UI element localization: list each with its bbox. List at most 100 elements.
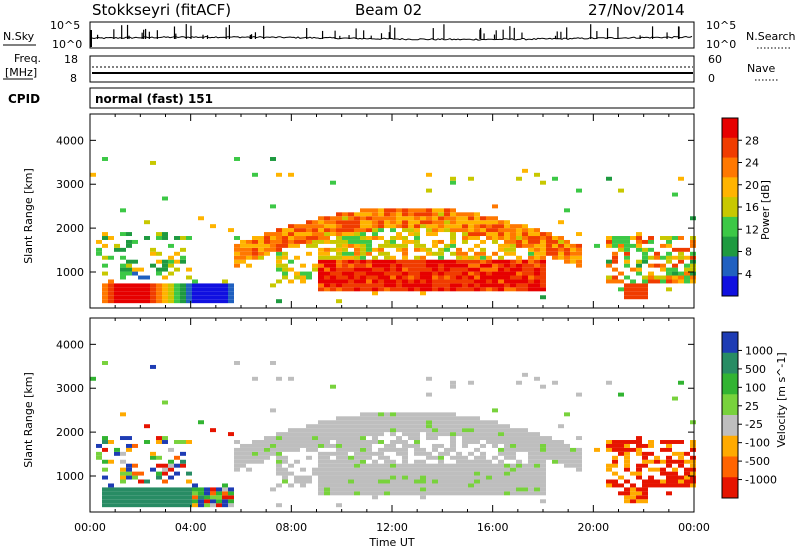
velocity-cell: [246, 443, 252, 448]
velocity-cell: [402, 424, 408, 429]
power-cell: [366, 239, 372, 244]
velocity-cell: [330, 463, 336, 468]
velocity-cell: [414, 487, 420, 492]
power-cell: [432, 220, 438, 225]
velocity-cell: [402, 475, 408, 480]
velocity-cell: [444, 471, 450, 476]
velocity-cell: [642, 495, 648, 500]
power-cell: [468, 255, 474, 260]
velocity-cell: [426, 491, 432, 496]
velocity-cell: [180, 487, 186, 492]
power-cell: [540, 263, 546, 268]
power-cell: [408, 216, 414, 221]
velocity-cell: [366, 491, 372, 496]
velocity-cell: [138, 491, 144, 496]
velocity-cell: [108, 440, 114, 444]
power-cell: [102, 283, 108, 288]
velocity-cell: [492, 475, 498, 480]
velocity-cell: [390, 487, 396, 492]
velocity-cell: [360, 491, 366, 496]
power-cell: [528, 259, 534, 264]
velocity-cell: [318, 459, 324, 464]
velocity-cell: [654, 483, 660, 488]
power-cell: [492, 224, 498, 229]
power-cell: [378, 247, 384, 252]
velocity-cell: [666, 443, 672, 448]
power-cell: [180, 299, 186, 304]
velocity-cell: [312, 428, 318, 433]
power-cell: [354, 287, 360, 292]
power-cell: [228, 283, 234, 288]
power-cell: [396, 216, 402, 221]
velocity-cell: [360, 420, 366, 425]
power-cell: [558, 247, 564, 252]
power-cell: [636, 295, 642, 300]
power-cell: [360, 232, 366, 237]
velocity-cell: [390, 459, 396, 464]
power-cell: [318, 283, 324, 288]
velocity-cell: [486, 440, 492, 444]
power-cell: [504, 287, 510, 292]
velocity-cell: [234, 459, 240, 464]
power-cell: [414, 220, 420, 225]
power-cell: [492, 220, 498, 225]
colorbar-tick-label: -100: [745, 437, 770, 450]
power-cell: [690, 255, 696, 260]
power-cell: [456, 228, 462, 233]
velocity-cell: [450, 471, 456, 476]
power-cell: [114, 283, 120, 288]
velocity-cell: [654, 455, 660, 460]
power-cell: [354, 220, 360, 225]
power-cell: [420, 271, 426, 276]
velocity-cell: [474, 455, 480, 460]
velocity-cell: [396, 447, 402, 452]
power-cell: [438, 247, 444, 252]
velocity-cell: [492, 491, 498, 496]
velocity-cell: [396, 491, 402, 496]
noise-sky-label: N.Sky: [3, 30, 35, 43]
velocity-cell: [270, 408, 276, 413]
power-cell: [438, 239, 444, 244]
power-cell: [480, 263, 486, 268]
velocity-cell: [690, 483, 696, 488]
power-cell: [120, 271, 126, 276]
power-cell: [498, 287, 504, 292]
power-cell: [336, 271, 342, 276]
power-cell: [384, 263, 390, 268]
power-cell: [690, 243, 696, 248]
power-cell: [372, 267, 378, 272]
velocity-cell: [90, 376, 96, 381]
velocity-cell: [498, 479, 504, 484]
velocity-cell: [348, 483, 354, 488]
power-cell: [474, 255, 480, 260]
power-cell: [378, 271, 384, 276]
velocity-cell: [156, 455, 162, 460]
power-cell: [510, 259, 516, 264]
power-cell: [330, 220, 336, 225]
power-cell: [420, 212, 426, 217]
power-cell: [504, 247, 510, 252]
velocity-cell: [300, 475, 306, 480]
velocity-cell: [426, 467, 432, 472]
power-cell: [120, 263, 126, 268]
velocity-cell: [210, 503, 216, 508]
velocity-cell: [126, 471, 132, 476]
velocity-cell: [186, 487, 192, 492]
power-cell: [378, 275, 384, 280]
power-cell: [354, 212, 360, 217]
power-cell: [282, 255, 288, 260]
velocity-cell: [360, 443, 366, 448]
velocity-cell: [360, 479, 366, 484]
velocity-cell: [138, 471, 144, 476]
power-cell: [132, 271, 138, 276]
velocity-cell: [372, 428, 378, 433]
velocity-cell: [534, 483, 540, 488]
power-cell: [228, 228, 234, 233]
power-cell: [378, 228, 384, 233]
power-cell: [456, 275, 462, 280]
power-cell: [384, 251, 390, 256]
velocity-cell: [258, 459, 264, 464]
power-cell: [468, 228, 474, 233]
power-cell: [408, 220, 414, 225]
velocity-cell: [132, 487, 138, 492]
